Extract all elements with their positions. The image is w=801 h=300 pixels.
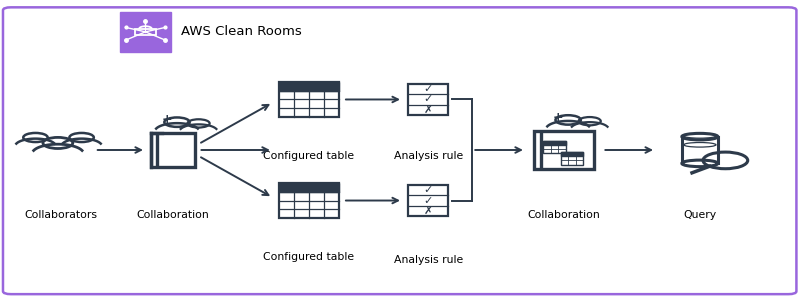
Bar: [279, 183, 339, 192]
Text: Analysis rule: Analysis rule: [394, 255, 463, 265]
FancyBboxPatch shape: [3, 7, 796, 294]
Text: Analysis rule: Analysis rule: [394, 151, 463, 161]
Ellipse shape: [682, 134, 718, 140]
Bar: [543, 141, 566, 153]
Bar: [135, 29, 156, 35]
Text: +: +: [553, 111, 563, 124]
Text: Collaborators: Collaborators: [25, 210, 98, 220]
Bar: [409, 84, 449, 115]
Text: ✓: ✓: [424, 196, 433, 206]
Bar: [534, 131, 594, 169]
Bar: [119, 12, 171, 52]
Text: Configured table: Configured table: [264, 252, 354, 262]
Ellipse shape: [682, 160, 718, 167]
Text: ✓: ✓: [424, 84, 433, 94]
Bar: [682, 136, 718, 164]
Text: AWS Clean Rooms: AWS Clean Rooms: [181, 26, 302, 38]
Bar: [151, 133, 195, 167]
Text: Collaboration: Collaboration: [528, 210, 601, 220]
Text: Collaboration: Collaboration: [137, 210, 209, 220]
Bar: [561, 152, 583, 165]
Bar: [409, 185, 449, 216]
Text: ✗: ✗: [424, 206, 433, 216]
Bar: [279, 82, 339, 91]
Text: ✓: ✓: [424, 94, 433, 104]
Text: ✗: ✗: [424, 105, 433, 115]
Bar: [561, 152, 583, 156]
Text: ✓: ✓: [424, 185, 433, 195]
Bar: [279, 183, 339, 217]
Text: Query: Query: [683, 210, 716, 220]
Text: +: +: [161, 113, 172, 126]
Bar: [279, 82, 339, 117]
Bar: [543, 141, 566, 145]
Text: Configured table: Configured table: [264, 151, 354, 161]
